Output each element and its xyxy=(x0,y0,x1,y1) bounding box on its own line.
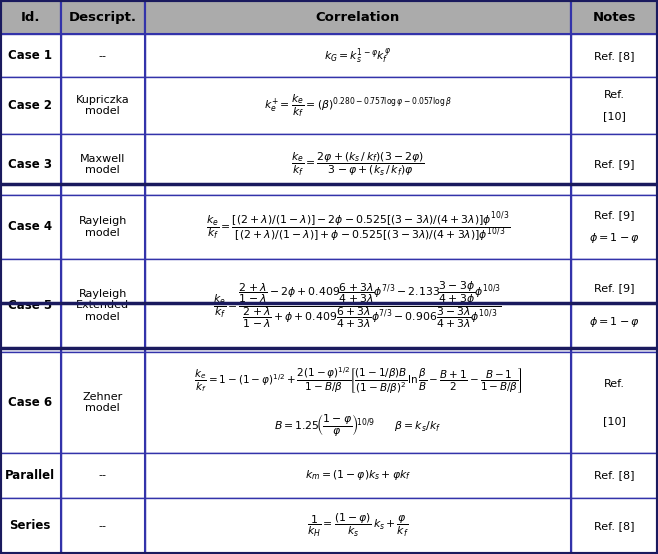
Bar xyxy=(145,134,571,196)
Bar xyxy=(0,259,61,352)
Text: Ref. [9]: Ref. [9] xyxy=(594,211,635,220)
Bar xyxy=(0,196,61,259)
Bar xyxy=(571,497,658,554)
Text: $B = 1.25\!\left(\dfrac{1-\varphi}{\varphi}\right)^{\!10/9} \qquad \beta = k_s/k: $B = 1.25\!\left(\dfrac{1-\varphi}{\varp… xyxy=(274,412,442,438)
Text: $\dfrac{1}{k_H} = \dfrac{(1-\varphi)}{k_s}\,k_s + \dfrac{\varphi}{k_f}$: $\dfrac{1}{k_H} = \dfrac{(1-\varphi)}{k_… xyxy=(307,512,409,540)
Text: Ref. [9]: Ref. [9] xyxy=(594,284,635,294)
Text: $\phi=1-\varphi$: $\phi=1-\varphi$ xyxy=(589,232,640,245)
Bar xyxy=(571,453,658,497)
Bar xyxy=(61,497,145,554)
Text: Ref.: Ref. xyxy=(604,379,625,389)
Bar xyxy=(571,134,658,196)
Text: [10]: [10] xyxy=(603,416,626,425)
Text: Case 6: Case 6 xyxy=(8,396,53,409)
Text: $k_G = k_s^{1-\varphi}k_f^{\,\varphi}$: $k_G = k_s^{1-\varphi}k_f^{\,\varphi}$ xyxy=(324,46,392,66)
Text: Case 2: Case 2 xyxy=(9,99,52,112)
Bar xyxy=(571,34,658,78)
Bar xyxy=(61,78,145,134)
Text: Ref. [8]: Ref. [8] xyxy=(594,470,635,480)
Bar xyxy=(145,497,571,554)
Bar xyxy=(61,196,145,259)
Text: Maxwell
model: Maxwell model xyxy=(80,154,125,176)
Bar xyxy=(571,78,658,134)
Bar xyxy=(145,0,571,34)
Bar xyxy=(61,0,145,34)
Bar xyxy=(571,259,658,352)
Text: $\dfrac{k_e}{k_f} = \dfrac{\dfrac{2+\lambda}{1-\lambda} - 2\phi + 0.409\dfrac{6+: $\dfrac{k_e}{k_f} = \dfrac{\dfrac{2+\lam… xyxy=(213,280,503,331)
Text: $\phi=1-\varphi$: $\phi=1-\varphi$ xyxy=(589,315,640,329)
Text: Ref.: Ref. xyxy=(604,90,625,100)
Text: [10]: [10] xyxy=(603,111,626,121)
Text: $\dfrac{k_e}{k_f} = \dfrac{[(2+\lambda)/(1-\lambda)] - 2\phi - 0.525[(3-3\lambda: $\dfrac{k_e}{k_f} = \dfrac{[(2+\lambda)/… xyxy=(206,210,510,244)
Text: Zehner
model: Zehner model xyxy=(82,392,123,413)
Text: --: -- xyxy=(99,470,107,480)
Text: Correlation: Correlation xyxy=(316,11,400,24)
Text: $\dfrac{k_e}{k_f} = 1-(1-\varphi)^{1/2} + \dfrac{2(1-\varphi)^{1/2}}{1-B/\beta}\: $\dfrac{k_e}{k_f} = 1-(1-\varphi)^{1/2} … xyxy=(193,365,522,396)
Bar xyxy=(145,34,571,78)
Bar xyxy=(61,259,145,352)
Text: --: -- xyxy=(99,521,107,531)
Bar xyxy=(145,78,571,134)
Bar xyxy=(61,34,145,78)
Text: --: -- xyxy=(99,51,107,61)
Bar xyxy=(61,352,145,453)
Bar xyxy=(145,352,571,453)
Text: $k_e^{+} = \dfrac{k_e}{k_f} = (\beta)^{0.280-0.757\log\varphi-0.057\log\beta}$: $k_e^{+} = \dfrac{k_e}{k_f} = (\beta)^{0… xyxy=(264,92,452,119)
Bar xyxy=(145,259,571,352)
Text: Ref. [8]: Ref. [8] xyxy=(594,51,635,61)
Text: Parallel: Parallel xyxy=(5,469,55,482)
Bar xyxy=(0,0,61,34)
Text: Ref. [9]: Ref. [9] xyxy=(594,160,635,170)
Bar xyxy=(571,352,658,453)
Text: Kupriczka
model: Kupriczka model xyxy=(76,95,130,116)
Text: Case 3: Case 3 xyxy=(9,158,52,171)
Bar xyxy=(0,497,61,554)
Text: $\dfrac{k_e}{k_f} = \dfrac{2\varphi + (k_s\,/\,k_f)(3-2\varphi)}{3 - \varphi + (: $\dfrac{k_e}{k_f} = \dfrac{2\varphi + (k… xyxy=(291,151,425,178)
Bar xyxy=(61,134,145,196)
Text: Rayleigh
Extended
model: Rayleigh Extended model xyxy=(76,289,129,322)
Text: Series: Series xyxy=(10,519,51,532)
Bar xyxy=(0,34,61,78)
Text: Case 5: Case 5 xyxy=(8,299,53,312)
Bar xyxy=(145,453,571,497)
Text: Ref. [8]: Ref. [8] xyxy=(594,521,635,531)
Text: Notes: Notes xyxy=(593,11,636,24)
Bar xyxy=(0,352,61,453)
Bar xyxy=(571,0,658,34)
Text: $k_m = (1-\varphi)k_s + \varphi k_f$: $k_m = (1-\varphi)k_s + \varphi k_f$ xyxy=(305,468,411,482)
Bar xyxy=(0,134,61,196)
Text: Rayleigh
model: Rayleigh model xyxy=(78,216,127,238)
Bar xyxy=(0,78,61,134)
Bar xyxy=(0,453,61,497)
Text: Case 1: Case 1 xyxy=(9,49,52,63)
Bar xyxy=(571,196,658,259)
Text: Id.: Id. xyxy=(20,11,40,24)
Text: Case 4: Case 4 xyxy=(8,220,53,233)
Bar xyxy=(61,453,145,497)
Bar xyxy=(145,196,571,259)
Text: Descript.: Descript. xyxy=(68,11,137,24)
